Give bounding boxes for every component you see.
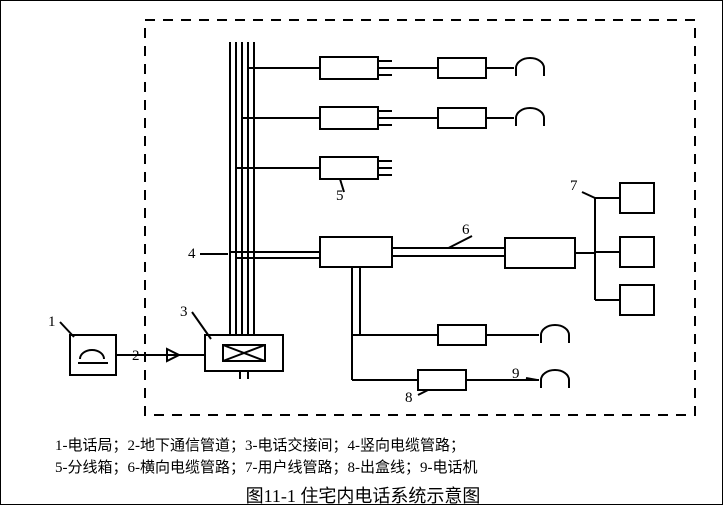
outer-border [0,0,723,505]
legend-line-2: 5-分线箱；6-横向电缆管路；7-用户线管路；8-出盒线；9-电话机 [55,457,675,479]
legend-block: 1-电话局；2-地下通信管道；3-电话交接间；4-竖向电缆管路； 5-分线箱；6… [55,435,675,479]
legend-line-1: 1-电话局；2-地下通信管道；3-电话交接间；4-竖向电缆管路； [55,435,675,457]
figure-caption: 图11-1 住宅内电话系统示意图 [0,482,726,508]
